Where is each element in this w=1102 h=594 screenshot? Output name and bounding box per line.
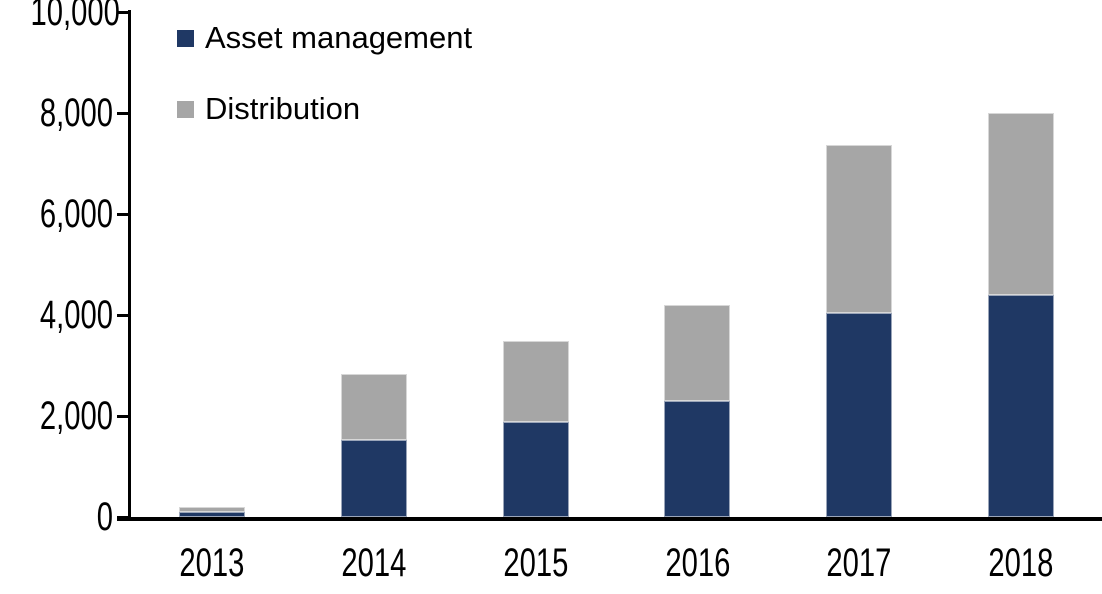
legend-label-distribution: Distribution	[205, 91, 361, 126]
bar-2013-distribution	[178, 507, 245, 512]
y-tick-label: 10,000	[30, 0, 120, 34]
bar-2014-distribution	[340, 373, 407, 440]
y-tick-label: 0	[96, 495, 113, 539]
x-tick-label-2013: 2013	[179, 541, 245, 585]
bar-2016-distribution	[664, 304, 731, 401]
y-axis-tick	[117, 314, 129, 317]
bar-2018-distribution	[988, 113, 1055, 295]
y-tick-label: 6,000	[39, 192, 113, 236]
y-axis-line	[128, 10, 131, 521]
bar-2014-asset-management	[340, 439, 407, 517]
bar-2015-asset-management	[502, 422, 569, 517]
distribution-swatch-icon	[177, 100, 194, 118]
x-tick-label-2017: 2017	[826, 541, 892, 585]
y-axis-tick	[117, 11, 129, 14]
legend-item-asset-management: Asset management	[177, 19, 472, 57]
y-tick-label: 2,000	[39, 394, 113, 438]
y-tick-label: 8,000	[39, 91, 113, 135]
y-tick-label: 4,000	[39, 293, 113, 337]
bar-2016-asset-management	[664, 400, 731, 517]
x-tick-label-2014: 2014	[341, 541, 407, 585]
x-tick-label-2016: 2016	[664, 541, 730, 585]
bar-2017-asset-management	[826, 313, 893, 517]
x-axis-line	[117, 517, 1102, 521]
y-axis-tick	[117, 213, 129, 216]
bar-2018-asset-management	[988, 294, 1055, 517]
legend-label-asset-management: Asset management	[205, 20, 473, 55]
asset-management-swatch-icon	[177, 29, 194, 47]
bar-2017-distribution	[826, 145, 893, 314]
y-axis-tick	[117, 415, 129, 418]
bar-2013-asset-management	[178, 511, 245, 517]
legend-item-distribution: Distribution	[177, 90, 360, 128]
y-axis-tick	[117, 112, 129, 115]
x-tick-label-2015: 2015	[503, 541, 569, 585]
x-tick-label-2018: 2018	[988, 541, 1054, 585]
y-axis-tick	[117, 516, 129, 519]
bar-2015-distribution	[502, 341, 569, 423]
